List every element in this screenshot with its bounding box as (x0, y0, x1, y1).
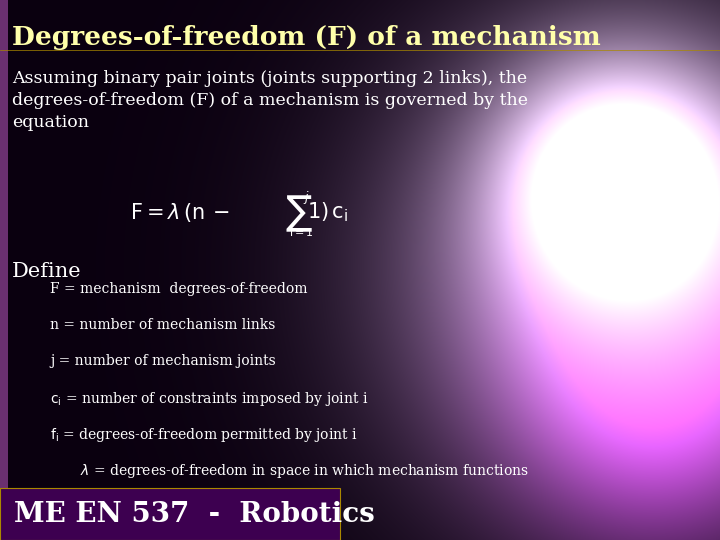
Text: F = mechanism  degrees-of-freedom: F = mechanism degrees-of-freedom (50, 282, 307, 296)
Text: $\mathrm{F} = \lambda\,(\mathrm{n}\,-$: $\mathrm{F} = \lambda\,(\mathrm{n}\,-$ (130, 200, 230, 224)
Text: $j$: $j$ (303, 190, 310, 206)
Bar (0, 488, 340, 540)
Text: $\mathrm{f_i}$ = degrees-of-freedom permitted by joint i: $\mathrm{f_i}$ = degrees-of-freedom perm… (50, 426, 358, 444)
Bar (0, 0, 8, 540)
Text: $\sum$: $\sum$ (285, 194, 312, 234)
Text: n = number of mechanism links: n = number of mechanism links (50, 318, 275, 332)
Text: $\mathrm{1)\,c_i}$: $\mathrm{1)\,c_i}$ (307, 200, 348, 224)
Text: $\mathrm{i=1}$: $\mathrm{i=1}$ (289, 226, 314, 238)
Text: Define: Define (12, 262, 81, 281)
Text: j = number of mechanism joints: j = number of mechanism joints (50, 354, 276, 368)
Text: ME EN 537  -  Robotics: ME EN 537 - Robotics (14, 501, 374, 528)
Text: Assuming binary pair joints (joints supporting 2 links), the
degrees-of-freedom : Assuming binary pair joints (joints supp… (12, 70, 528, 131)
Text: Degrees-of-freedom (F) of a mechanism: Degrees-of-freedom (F) of a mechanism (12, 25, 600, 50)
Text: $\lambda$ = degrees-of-freedom in space in which mechanism functions: $\lambda$ = degrees-of-freedom in space … (80, 462, 528, 480)
Text: $\mathrm{c_i}$ = number of constraints imposed by joint i: $\mathrm{c_i}$ = number of constraints i… (50, 390, 369, 408)
